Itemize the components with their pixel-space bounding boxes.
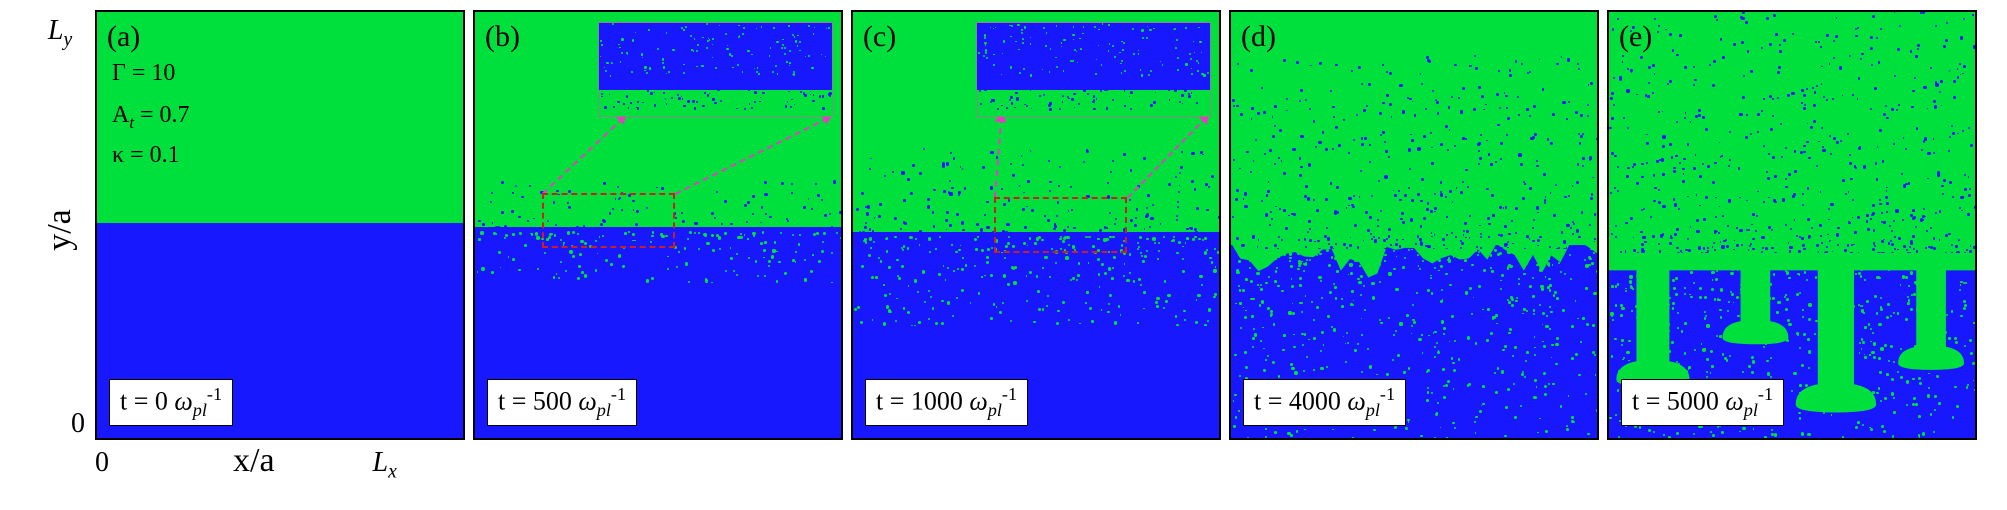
panel-b: (b) t = 500 ωpl-1 bbox=[473, 10, 843, 440]
time-label: t = 4000 ωpl-1 bbox=[1243, 379, 1406, 426]
x-axis-max-label: Lx bbox=[373, 447, 397, 484]
x-axis: 0 x/a Lx bbox=[95, 442, 1977, 484]
panel-label: (d) bbox=[1241, 20, 1276, 54]
time-label: t = 0 ωpl-1 bbox=[109, 379, 233, 426]
x-axis-label: x/a bbox=[233, 442, 275, 480]
panels-area: (a) Γ = 10 At = 0.7 κ = 0.1 t = 0 ωpl-1 (b) t … bbox=[95, 10, 1977, 484]
panel-label: (b) bbox=[485, 20, 520, 54]
panels-row: (a) Γ = 10 At = 0.7 κ = 0.1 t = 0 ωpl-1 (b) t … bbox=[95, 10, 1977, 440]
parameter-text: At = 0.7 bbox=[112, 102, 190, 133]
zoom-source-box bbox=[994, 197, 1127, 253]
interface-shape bbox=[1231, 12, 1597, 438]
figure-container: Ly y/a 0 (a) Γ = 10 At = 0.7 κ = 0.1 t = 0 ω… bbox=[30, 10, 1977, 484]
zoom-source-box bbox=[542, 193, 675, 249]
y-axis-max-label: Ly bbox=[48, 15, 72, 52]
interface-shape bbox=[1609, 12, 1975, 438]
y-axis-min-label: 0 bbox=[71, 408, 85, 440]
panel-label: (a) bbox=[107, 20, 140, 54]
parameter-text: Γ = 10 bbox=[112, 60, 175, 87]
y-axis: Ly y/a 0 bbox=[30, 10, 90, 440]
x-lx-text: L bbox=[373, 447, 389, 478]
inset-zoom bbox=[976, 22, 1211, 117]
panel-label: (e) bbox=[1619, 20, 1652, 54]
time-label: t = 1000 ωpl-1 bbox=[865, 379, 1028, 426]
parameter-text: κ = 0.1 bbox=[112, 142, 180, 169]
simulation-region bbox=[1609, 12, 1975, 438]
y-axis-label: y/a bbox=[41, 209, 79, 251]
x-lx-sub: x bbox=[388, 462, 397, 483]
x-axis-min-label: 0 bbox=[95, 447, 115, 479]
inset-zoom bbox=[598, 22, 833, 117]
time-label: t = 500 ωpl-1 bbox=[487, 379, 637, 426]
time-label: t = 5000 ωpl-1 bbox=[1621, 379, 1784, 426]
panel-a: (a) Γ = 10 At = 0.7 κ = 0.1 t = 0 ωpl-1 bbox=[95, 10, 465, 440]
y-top-sub: y bbox=[63, 30, 72, 51]
y-top-text: L bbox=[48, 15, 64, 46]
panel-d: (d) t = 4000 ωpl-1 bbox=[1229, 10, 1599, 440]
simulation-region bbox=[1231, 12, 1597, 438]
panel-e: (e) t = 5000 ωpl-1 bbox=[1607, 10, 1977, 440]
panel-label: (c) bbox=[863, 20, 896, 54]
panel-c: (c) t = 1000 ωpl-1 bbox=[851, 10, 1221, 440]
